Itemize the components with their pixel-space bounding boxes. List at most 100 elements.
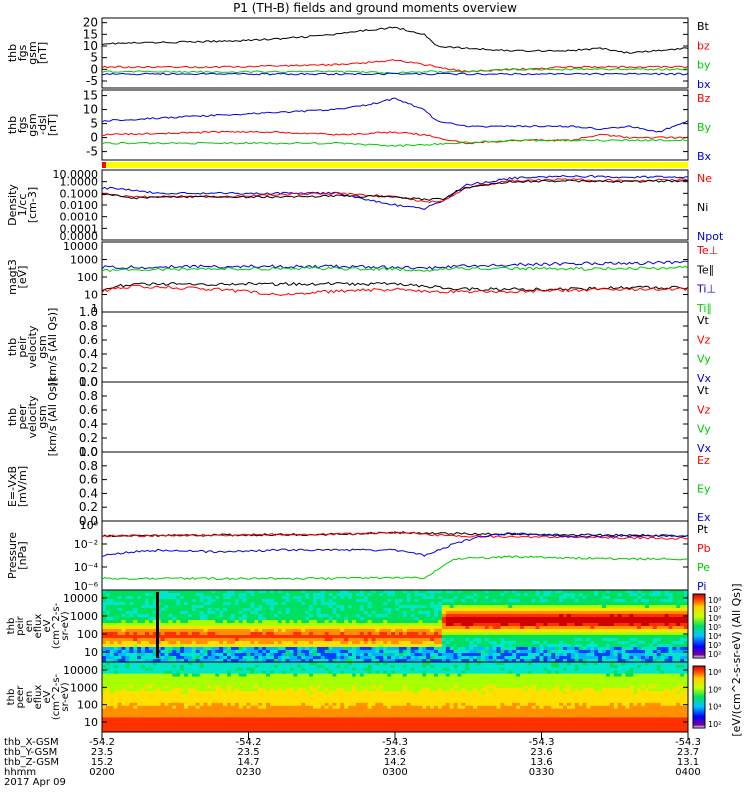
x-row-label: thb_X-GSM bbox=[4, 737, 59, 748]
series-line-by bbox=[101, 67, 689, 75]
legend-entry-Bt: Bt bbox=[697, 20, 710, 33]
x-tick-label: 0300 bbox=[382, 767, 407, 778]
legend-entry-by: by bbox=[697, 59, 711, 72]
y-axis-label: eV bbox=[42, 690, 53, 703]
series-line-Ne bbox=[101, 178, 689, 204]
x-row-label: hhmm bbox=[4, 767, 36, 778]
y-axis-label: gsm bbox=[36, 335, 49, 358]
legend-entry-Te∥: Te∥ bbox=[696, 263, 714, 276]
x-tick-label: 15.2 bbox=[91, 757, 113, 768]
y-axis-label: velocity bbox=[26, 325, 39, 368]
legend-entry-Ti⊥: Ti⊥ bbox=[696, 283, 716, 296]
y-axis-label: [km/s (All Qs)] bbox=[46, 378, 59, 457]
colorbar-tick-label: 10⁶ bbox=[708, 685, 721, 694]
panel-pressure: 10⁰ 10⁻² 10⁻⁴ 10⁻⁶ Pressure[nPa] Pt Pb Pe Pi bbox=[6, 519, 711, 593]
legend-entry-Ez: Ez bbox=[697, 454, 710, 467]
colorbar-tick-label: 10⁴ bbox=[708, 632, 721, 641]
panel-peir_velocity: 0.00.20.40.60.81.0thbpeirvelocitygsm[km/… bbox=[6, 305, 712, 389]
legend-entry-Vx: Vx bbox=[697, 372, 712, 385]
legend-entry-Pb: Pb bbox=[697, 542, 711, 555]
y-tick-label: 10 bbox=[83, 103, 98, 117]
series-line-Ti∥ bbox=[101, 265, 689, 273]
legend-entry-Vy: Vy bbox=[697, 423, 711, 436]
y-tick-label: 10⁻⁴ bbox=[74, 561, 99, 574]
colorbar-tick-label: 10⁶ bbox=[708, 614, 721, 623]
peer_spectrogram-cells bbox=[102, 662, 689, 733]
peer_velocity-frame bbox=[101, 381, 689, 453]
y-tick-label: 0.6 bbox=[79, 333, 98, 347]
x-tick-label: 23.5 bbox=[91, 747, 113, 758]
y-tick-label: 10 bbox=[83, 39, 98, 53]
y-axis-label: thb bbox=[6, 689, 17, 706]
y-axis-label: thb bbox=[6, 338, 19, 356]
x-row-label: thb_Z-GSM bbox=[4, 757, 59, 768]
series-line-Ni bbox=[101, 179, 689, 201]
panel-density: 10.00001.00000.10000.01000.00100.00010.0… bbox=[6, 168, 724, 243]
legend-entry-Vz: Vz bbox=[697, 403, 711, 416]
y-tick-label: 0 bbox=[90, 62, 98, 76]
y-axis-label: fgs bbox=[16, 44, 29, 61]
legend-entry-Bz: Bz bbox=[697, 92, 711, 105]
x-row-label: thb_Y-GSM bbox=[4, 747, 57, 758]
y-axis-label: velocity bbox=[26, 395, 39, 438]
legend-entry-bz: bz bbox=[697, 39, 710, 52]
y-tick-label: 10⁰ bbox=[80, 519, 99, 532]
y-tick-label: 10000 bbox=[63, 240, 98, 253]
legend-entry-Pe: Pe bbox=[697, 561, 710, 574]
y-axis-label: peer bbox=[16, 404, 29, 430]
fgs_gsm-frame bbox=[101, 17, 689, 89]
y-axis-label: thb bbox=[6, 44, 19, 62]
legend-entry-Npot: Npot bbox=[697, 230, 724, 243]
panels-layer: -505101520thbfgsgsm[nT]Btbzbybx-5051015t… bbox=[6, 16, 724, 733]
series-line-Pi bbox=[101, 532, 689, 557]
y-tick-label: 1.0 bbox=[79, 375, 98, 389]
colorbar bbox=[692, 593, 706, 659]
y-tick-label: 0.2 bbox=[79, 431, 98, 445]
y-tick-label: 100 bbox=[77, 271, 98, 284]
y-tick-label: 0.2 bbox=[79, 361, 98, 375]
efield-frame bbox=[101, 451, 689, 522]
colorbar-tick-label: 10⁸ bbox=[708, 596, 721, 605]
x-tick-label: -54.3 bbox=[382, 737, 408, 748]
series-line-Bx bbox=[101, 138, 689, 148]
y-axis-label: Pressure bbox=[6, 532, 19, 579]
colorbar-tick-label: 10² bbox=[708, 720, 721, 729]
colorbar-tick-label: 10³ bbox=[708, 641, 721, 650]
colorbar-label: [eV/(cm^2-s-sr-eV) (All Qs)] bbox=[730, 583, 743, 736]
y-axis-label: [nT] bbox=[36, 42, 49, 64]
y-tick-label: 0.0010 bbox=[60, 211, 99, 224]
legend-entry-Pi: Pi bbox=[697, 580, 706, 593]
x-tick-label: 14.2 bbox=[384, 757, 406, 768]
legend-entry-Vt: Vt bbox=[697, 384, 710, 397]
series-line-Bz bbox=[101, 130, 689, 145]
colorbar bbox=[692, 665, 706, 729]
y-tick-label: 1 bbox=[91, 302, 98, 315]
x-tick-label: 0400 bbox=[675, 767, 700, 778]
series-line-By bbox=[101, 97, 689, 133]
y-tick-label: 0.0000 bbox=[60, 230, 99, 243]
y-tick-label: 1000 bbox=[70, 254, 98, 267]
y-tick-label: 0.8 bbox=[79, 319, 98, 333]
colorbar-tick-label: 10² bbox=[708, 650, 721, 659]
x-tick-label: 14.7 bbox=[237, 757, 259, 768]
legend-entry-bx: bx bbox=[697, 78, 711, 91]
colorbar-tick-label: 10⁴ bbox=[708, 703, 721, 712]
y-tick-label: -5 bbox=[86, 145, 98, 159]
panel-peer_velocity: 0.00.20.40.60.81.0thbpeervelocitygsm[km/… bbox=[6, 375, 712, 459]
y-axis-label: eflux bbox=[33, 685, 44, 710]
state-bar-red bbox=[102, 162, 106, 168]
x-tick-label: 0230 bbox=[236, 767, 261, 778]
y-tick-label: 0.6 bbox=[79, 403, 98, 417]
y-tick-label: 10 bbox=[84, 289, 98, 302]
y-axis-label: gsm bbox=[36, 405, 49, 428]
y-tick-label: 0.8 bbox=[79, 389, 98, 403]
series-line-Pb bbox=[101, 531, 689, 540]
date-label: 2017 Apr 09 bbox=[4, 777, 66, 788]
y-axis-label: thb bbox=[6, 618, 17, 635]
x-tick-label: 0200 bbox=[89, 767, 114, 778]
x-tick-label: 13.6 bbox=[530, 757, 552, 768]
legend-entry-Vx: Vx bbox=[697, 442, 712, 455]
spectrogram-gap bbox=[156, 592, 159, 658]
